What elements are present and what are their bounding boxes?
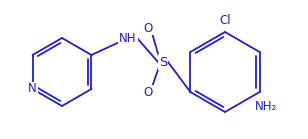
Text: O: O xyxy=(144,22,153,34)
Text: S: S xyxy=(159,55,167,69)
Text: Cl: Cl xyxy=(219,13,231,27)
Text: O: O xyxy=(144,85,153,99)
Text: N: N xyxy=(28,83,37,95)
Text: NH: NH xyxy=(119,32,137,44)
Text: NH₂: NH₂ xyxy=(254,100,277,112)
